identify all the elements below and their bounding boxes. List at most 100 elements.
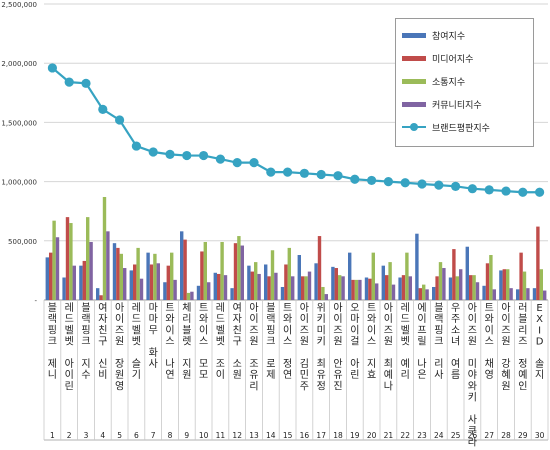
- bar: [385, 275, 389, 300]
- bar: [317, 236, 322, 300]
- bar: [475, 282, 480, 300]
- rank-label: 26: [468, 431, 478, 440]
- bar: [233, 243, 238, 300]
- bar: [341, 276, 345, 300]
- line-point: [165, 149, 175, 159]
- bar: [223, 275, 228, 300]
- bar: [405, 252, 409, 300]
- bar: [301, 276, 305, 300]
- bar: [418, 288, 422, 300]
- legend-item-media: 미디어지수: [402, 51, 473, 65]
- legend-item-communication: 소통지수: [402, 74, 465, 88]
- line-point: [148, 147, 158, 157]
- rank-label: 17: [316, 431, 326, 440]
- bar: [543, 290, 547, 300]
- rank-label: 15: [283, 431, 293, 440]
- line-point: [81, 78, 91, 88]
- bar: [364, 277, 369, 300]
- bar: [388, 262, 392, 300]
- legend: 참여지수 미디어지수 소통지수 커뮤니티지수 브랜드평판지수: [395, 18, 534, 147]
- bar: [254, 262, 258, 300]
- bar: [170, 252, 174, 300]
- rank-label: 25: [451, 431, 461, 440]
- bar: [465, 246, 469, 300]
- bar: [270, 250, 275, 300]
- line-point: [131, 141, 141, 151]
- rank-label: 16: [300, 431, 310, 440]
- bar: [338, 275, 342, 300]
- bar: [153, 253, 157, 300]
- bar: [62, 277, 66, 300]
- rank-label: 12: [232, 431, 242, 440]
- bar: [250, 271, 254, 300]
- bar: [452, 249, 456, 300]
- legend-item-participation: 참여지수: [402, 28, 465, 42]
- bar: [287, 247, 291, 300]
- bar: [55, 237, 60, 300]
- legend-label: 커뮤니티지수: [432, 100, 482, 111]
- legend-swatch-participation: [402, 32, 426, 38]
- bar: [459, 269, 463, 300]
- bar: [237, 236, 241, 300]
- line-point: [383, 177, 393, 187]
- line-point: [232, 158, 242, 168]
- bar: [314, 263, 318, 300]
- bar: [539, 269, 543, 300]
- bar: [492, 289, 496, 300]
- bar: [69, 223, 73, 300]
- bar: [368, 278, 372, 300]
- bar: [334, 268, 338, 300]
- bar: [432, 286, 436, 300]
- line-point: [47, 63, 58, 73]
- bar: [348, 252, 352, 300]
- line-point: [98, 104, 108, 114]
- bar: [149, 264, 154, 300]
- bar: [102, 196, 107, 300]
- rank-label: 29: [518, 431, 528, 440]
- bar: [522, 271, 527, 300]
- bar: [435, 276, 439, 300]
- bar: [119, 253, 123, 300]
- line-point: [350, 174, 360, 184]
- bar: [519, 252, 523, 300]
- bar: [489, 255, 493, 300]
- bar: [230, 288, 234, 300]
- bar: [203, 241, 207, 300]
- bar: [324, 294, 328, 300]
- legend-label: 소통지수: [432, 77, 466, 88]
- bar: [516, 289, 520, 300]
- bar: [217, 273, 221, 300]
- bar: [506, 269, 510, 300]
- bar: [196, 285, 201, 300]
- bar: [207, 282, 211, 300]
- bar-series: [45, 196, 547, 300]
- bar: [220, 241, 224, 300]
- bar: [526, 288, 530, 300]
- bar: [45, 257, 49, 300]
- bar: [307, 271, 312, 300]
- y-tick-label: 1,000,000: [1, 179, 37, 187]
- bar: [425, 289, 429, 300]
- bar: [438, 262, 443, 300]
- line-point: [64, 77, 74, 87]
- bar: [186, 292, 191, 300]
- bar: [297, 255, 301, 300]
- bar: [86, 217, 90, 300]
- bar: [173, 279, 177, 300]
- bar: [116, 247, 120, 300]
- line-point: [182, 150, 192, 161]
- bar: [139, 278, 144, 300]
- bar: [163, 282, 167, 300]
- bar: [469, 275, 473, 300]
- bar: [509, 288, 513, 300]
- rank-label: 28: [501, 431, 511, 440]
